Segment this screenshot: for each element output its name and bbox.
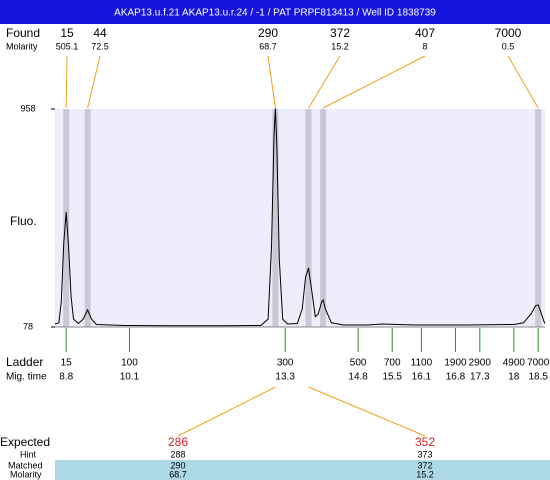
hint-size: 373 <box>417 449 432 459</box>
y-axis-label: Fluo. <box>10 214 37 228</box>
ladder-size: 4900 <box>503 358 526 369</box>
peak-band <box>84 109 91 327</box>
ladder-time: 18 <box>508 372 520 383</box>
peak-band <box>535 109 542 327</box>
hint-size: 288 <box>170 449 185 459</box>
plot-area <box>55 109 545 327</box>
title: AKAP13.u.f.21 AKAP13.u.r.24 / -1 / PAT P… <box>114 8 436 19</box>
found-molarity: 0.5 <box>502 41 515 51</box>
expected-molarity-label: Molarity <box>10 469 42 479</box>
matched-molarity: 15.2 <box>416 469 434 479</box>
expected-size: 352 <box>415 435 435 449</box>
ladder-time: 14.8 <box>348 372 368 383</box>
peak-connector <box>308 55 341 109</box>
peak-connector <box>507 55 539 109</box>
ladder-time: 10.1 <box>120 372 140 383</box>
found-molarity: 505.1 <box>56 41 79 51</box>
y-tick-label: 958 <box>20 103 35 113</box>
expected-size: 286 <box>168 435 188 449</box>
peak-band <box>272 109 279 327</box>
found-size: 372 <box>330 26 350 40</box>
ladder-size: 100 <box>121 358 138 369</box>
found-molarity: 8 <box>422 41 427 51</box>
ladder-size: 300 <box>277 358 294 369</box>
peak-connector <box>267 55 276 109</box>
ladder-time: 16.8 <box>446 372 466 383</box>
matched-molarity: 68.7 <box>169 469 187 479</box>
found-size: 407 <box>415 26 435 40</box>
found-label: Found <box>6 26 40 40</box>
expected-label: Expected <box>0 435 50 449</box>
ladder-time: 17.3 <box>470 372 490 383</box>
ladder-size: 7000 <box>527 358 550 369</box>
peak-connector <box>322 55 426 109</box>
expected-connector <box>308 386 426 437</box>
matched-band <box>55 460 550 480</box>
y-tick-label: 78 <box>23 321 33 331</box>
expected-connector <box>177 386 276 437</box>
molarity-label: Molarity <box>6 41 38 51</box>
trace <box>54 108 546 327</box>
peak-band <box>320 109 327 327</box>
matched-size: 372 <box>417 460 432 470</box>
ladder-time: 8.8 <box>59 372 73 383</box>
ladder-size: 1100 <box>411 358 433 369</box>
mig-time-label: Mig. time <box>6 372 47 383</box>
matched-size: 290 <box>170 460 185 470</box>
peak-band <box>305 109 312 327</box>
hint-label: Hint <box>20 449 37 459</box>
found-molarity: 72.5 <box>91 41 109 51</box>
ladder-time: 18.5 <box>528 372 548 383</box>
matched-label: Matched <box>8 460 43 470</box>
ladder-time: 16.1 <box>412 372 432 383</box>
ladder-size: 700 <box>384 358 401 369</box>
ladder-time: 15.5 <box>382 372 402 383</box>
found-molarity: 15.2 <box>331 41 349 51</box>
found-molarity: 68.7 <box>259 41 277 51</box>
peak-connector <box>65 55 68 109</box>
ladder-size: 15 <box>61 358 73 369</box>
ladder-size: 1900 <box>444 358 467 369</box>
ladder-size: 2900 <box>469 358 492 369</box>
ladder-label: Ladder <box>6 355 43 369</box>
found-size: 15 <box>60 26 74 40</box>
peak-connector <box>87 55 101 109</box>
found-size: 7000 <box>495 26 522 40</box>
found-size: 290 <box>258 26 278 40</box>
found-size: 44 <box>93 26 107 40</box>
title-bar <box>0 0 550 24</box>
ladder-time: 13.3 <box>275 372 295 383</box>
ladder-size: 500 <box>350 358 367 369</box>
